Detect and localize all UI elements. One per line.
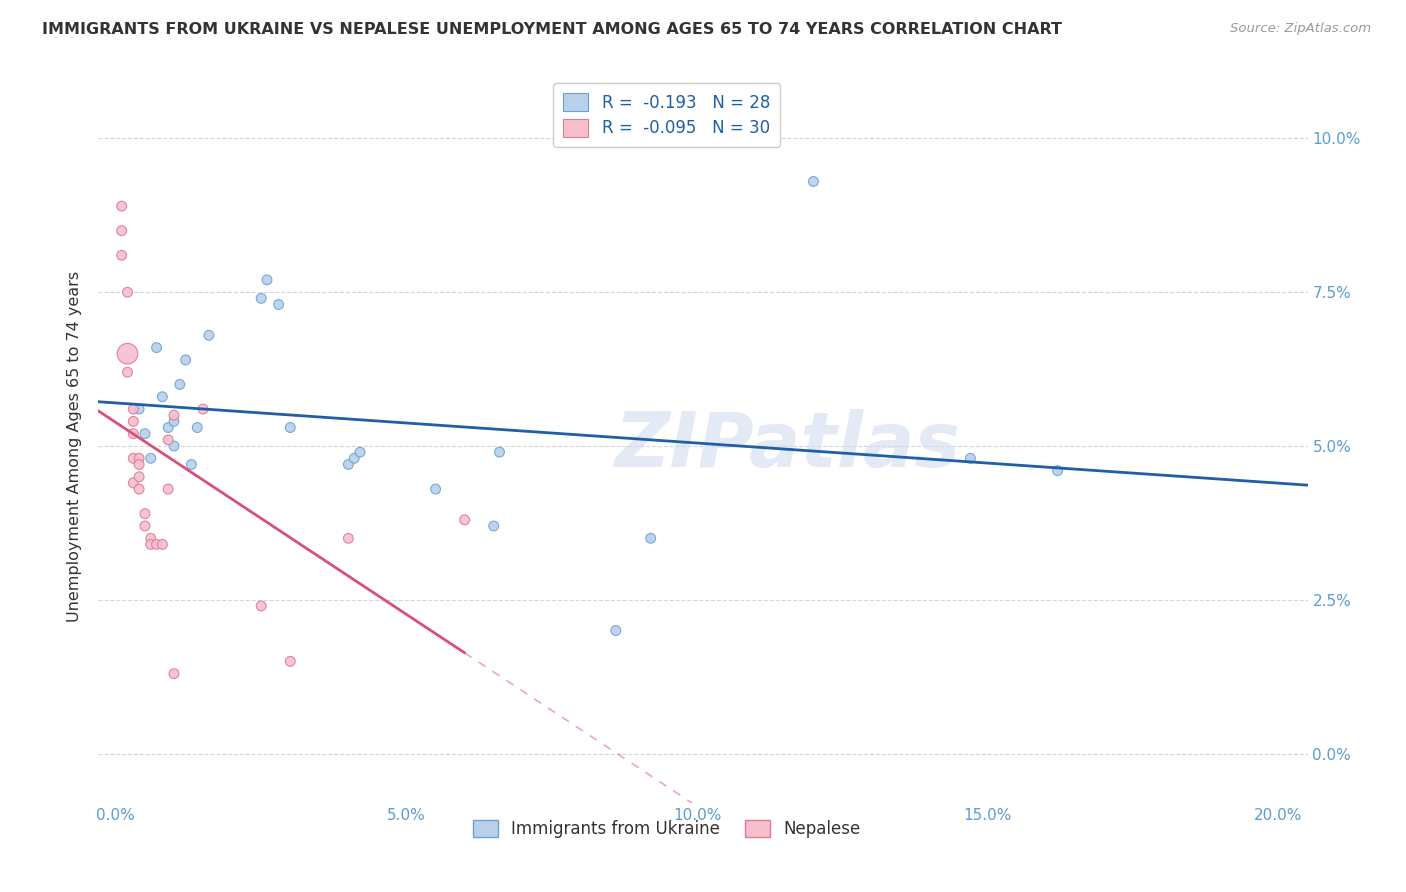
Y-axis label: Unemployment Among Ages 65 to 74 years: Unemployment Among Ages 65 to 74 years [67,270,83,622]
Point [128,469,150,483]
Point [267,297,290,311]
Point [134,507,156,521]
Point [959,451,981,466]
Point [157,482,180,496]
Point [150,390,173,404]
Point [256,273,278,287]
Point [180,458,202,472]
Point [163,414,186,428]
Point [122,451,145,466]
Point [250,599,273,613]
Point [122,426,145,441]
Point [337,458,360,472]
Point [111,248,134,262]
Point [186,420,208,434]
Point [482,519,505,533]
Point [169,377,191,392]
Point [122,402,145,417]
Point [117,285,139,300]
Point [157,420,180,434]
Text: Source: ZipAtlas.com: Source: ZipAtlas.com [1230,22,1371,36]
Point [453,513,475,527]
Point [343,451,366,466]
Point [139,537,162,551]
Point [174,352,197,367]
Point [337,531,360,545]
Point [122,475,145,490]
Point [122,414,145,428]
Point [163,409,186,423]
Point [198,328,221,343]
Point [145,537,167,551]
Point [128,458,150,472]
Point [1046,464,1069,478]
Point [250,291,273,305]
Point [150,537,173,551]
Point [163,666,186,681]
Point [111,224,134,238]
Point [163,439,186,453]
Point [139,531,162,545]
Point [640,531,662,545]
Point [803,174,825,188]
Point [349,445,371,459]
Text: ZIPatlas: ZIPatlas [614,409,960,483]
Point [111,199,134,213]
Point [157,433,180,447]
Point [278,420,301,434]
Point [128,482,150,496]
Point [128,451,150,466]
Text: IMMIGRANTS FROM UKRAINE VS NEPALESE UNEMPLOYMENT AMONG AGES 65 TO 74 YEARS CORRE: IMMIGRANTS FROM UKRAINE VS NEPALESE UNEM… [42,22,1062,37]
Point [191,402,214,417]
Point [145,341,167,355]
Point [605,624,627,638]
Point [117,365,139,379]
Point [425,482,447,496]
Point [134,519,156,533]
Point [488,445,510,459]
Point [134,426,156,441]
Legend: Immigrants from Ukraine, Nepalese: Immigrants from Ukraine, Nepalese [467,813,868,845]
Point [278,654,301,668]
Point [128,402,150,417]
Point [139,451,162,466]
Point [117,347,139,361]
